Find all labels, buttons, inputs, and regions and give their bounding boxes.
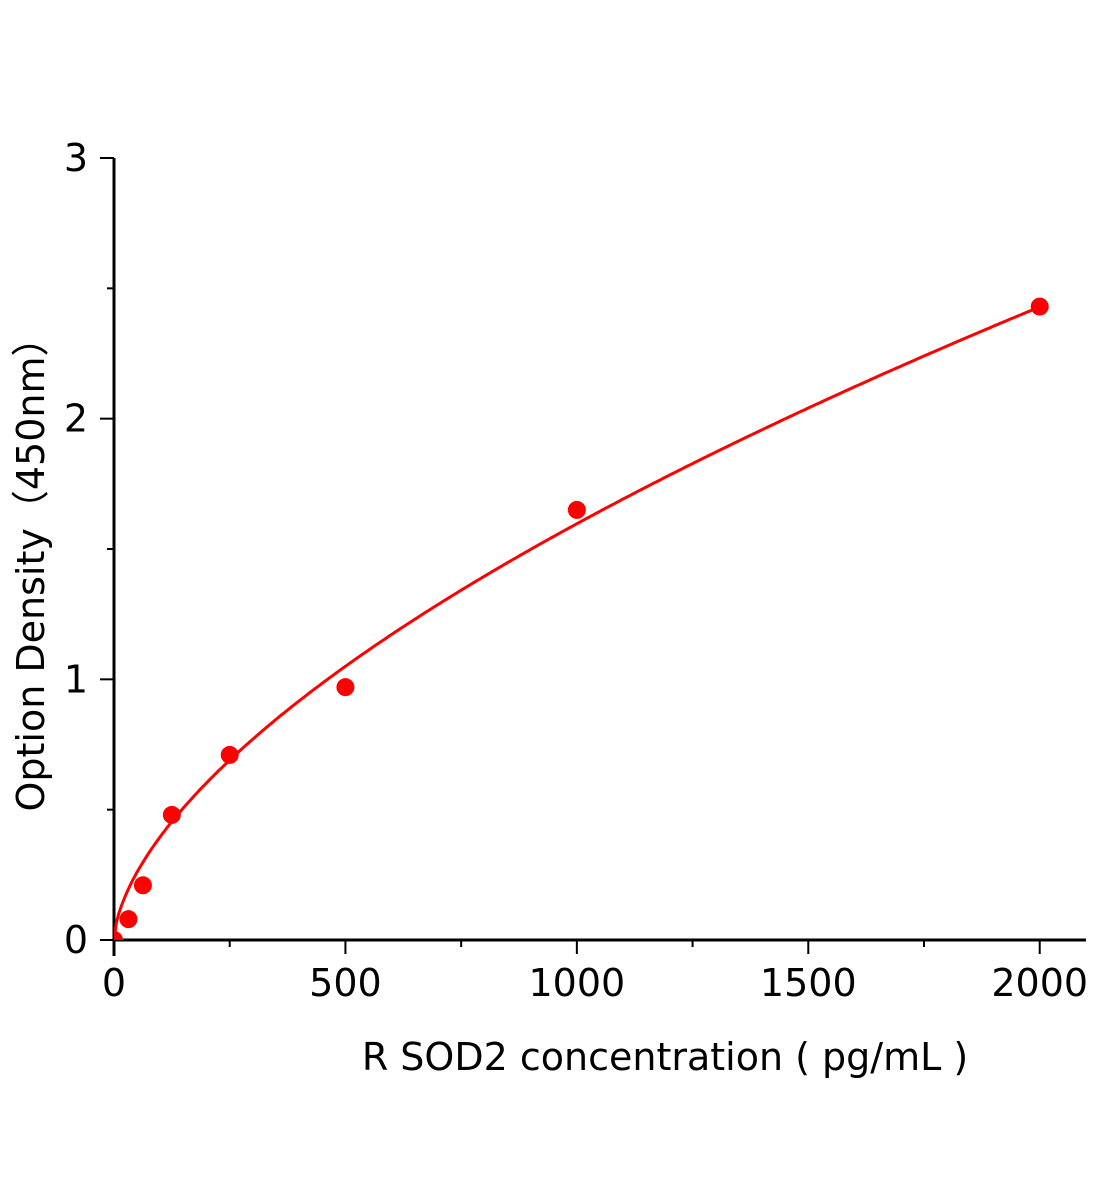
x-tick-label: 1000 bbox=[528, 961, 625, 1005]
data-point bbox=[1030, 297, 1049, 316]
data-point bbox=[220, 745, 239, 764]
x-tick-label: 2000 bbox=[991, 961, 1088, 1005]
y-tick-label: 3 bbox=[64, 136, 88, 180]
data-point bbox=[336, 678, 355, 697]
fit-curve bbox=[114, 305, 1041, 940]
data-point bbox=[162, 805, 181, 824]
data-point bbox=[119, 910, 138, 929]
axes: 0 500 1000 1500 2000 0 1 2 3 bbox=[64, 136, 1088, 1005]
x-axis-label: R SOD2 concentration ( pg/mL ) bbox=[362, 1035, 968, 1079]
data-point bbox=[567, 500, 586, 519]
y-axis-label: Option Density（450nm） bbox=[9, 319, 53, 812]
y-tick-label: 0 bbox=[64, 918, 88, 962]
data-point bbox=[114, 931, 123, 940]
data-point bbox=[133, 876, 152, 895]
y-tick-label: 1 bbox=[64, 657, 88, 701]
y-tick-label: 2 bbox=[64, 397, 88, 441]
x-tick-label: 500 bbox=[309, 961, 382, 1005]
data-marks bbox=[114, 297, 1049, 940]
x-tick-label: 0 bbox=[102, 961, 126, 1005]
x-tick-label: 1500 bbox=[760, 961, 857, 1005]
